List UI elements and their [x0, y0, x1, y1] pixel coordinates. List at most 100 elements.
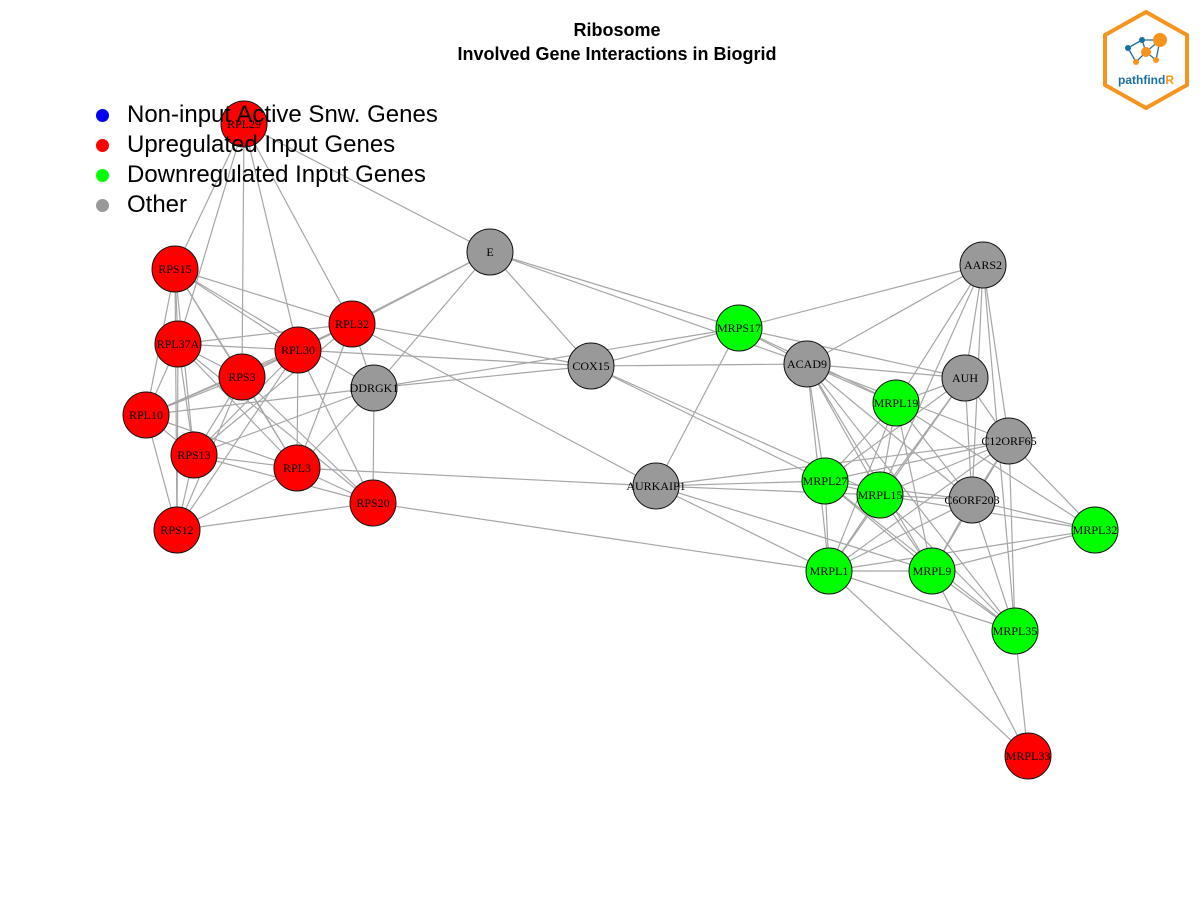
node-circle: [153, 506, 201, 554]
node-rps3: RPS3: [218, 353, 266, 401]
pathfindr-logo: pathfindR: [1103, 10, 1189, 110]
node-label: RPL30: [281, 343, 315, 357]
edge-e-acad9: [489, 251, 808, 365]
node-mrpl1: MRPL1: [805, 547, 853, 595]
node-circle: [151, 245, 199, 293]
node-circle: [122, 391, 170, 439]
node-mrpl19: MRPL19: [872, 379, 920, 427]
edge-e-cox15: [489, 251, 592, 367]
edge-rpl37a-rps12: [176, 343, 179, 531]
node-c12orf65: C12ORF65: [981, 417, 1037, 465]
node-label: MRPL35: [993, 624, 1038, 638]
node-circle: [328, 300, 376, 348]
node-mrps17: MRPS17: [715, 304, 763, 352]
node-label: RPS13: [177, 448, 210, 462]
node-label: AURKAIP1: [626, 479, 685, 493]
edge-mrpl1-mrpl32: [828, 529, 1096, 572]
edge-rpl29-rpl32: [243, 123, 353, 325]
edge-acad9-mrpl9: [806, 363, 933, 572]
node-rps13: RPS13: [170, 431, 218, 479]
node-label: AUH: [952, 371, 978, 385]
node-label: RPS20: [356, 496, 389, 510]
edge-aars2-c12orf65: [982, 264, 1010, 442]
edge-rpl29-rps15: [174, 123, 245, 270]
node-label: RPL3: [283, 461, 311, 475]
node-circle: [274, 326, 322, 374]
edge-rps20-mrpl1: [372, 502, 830, 572]
node-circle: [349, 479, 397, 527]
edge-acad9-aars2: [806, 264, 984, 365]
node-auh: AUH: [941, 354, 989, 402]
node-circle: [991, 607, 1039, 655]
node-mrpl15: MRPL15: [856, 471, 904, 519]
edge-cox15-mrps17: [590, 327, 740, 367]
edge-auh-mrpl1: [828, 377, 966, 572]
edge-cox15-acad9: [590, 363, 808, 367]
node-label: MRPL33: [1006, 749, 1051, 763]
node-circle: [1004, 732, 1052, 780]
node-label: MRPL32: [1073, 523, 1118, 537]
legend-dot-red: [96, 138, 109, 152]
edge-acad9-c6orf203: [806, 363, 973, 501]
edge-aars2-mrpl19: [895, 264, 984, 404]
node-circle: [941, 354, 989, 402]
node-cox15: COX15: [567, 342, 615, 390]
edge-acad9-auh: [806, 363, 966, 379]
edge-rps15-ddrgk1: [174, 268, 375, 389]
node-label: ACAD9: [787, 357, 827, 371]
logo-hexagon: [1103, 10, 1189, 110]
node-rpl29: RPL29: [220, 100, 268, 148]
edge-rpl37a-rpl32: [177, 323, 353, 345]
legend-dot-gray: [96, 198, 109, 212]
node-circle: [170, 431, 218, 479]
edge-mrpl9-mrpl32: [931, 529, 1096, 572]
edge-aurkaip1-mrpl1: [655, 485, 830, 572]
edge-aurkaip1-mrps17: [655, 327, 740, 487]
edge-rps20-rps12: [176, 502, 374, 531]
edge-mrpl1-mrpl35: [828, 570, 1016, 632]
node-rpl3: RPL3: [273, 444, 321, 492]
chart-title: Ribosome: [573, 20, 661, 40]
legend-label: Other: [127, 191, 188, 218]
edge-aurkaip1-mrpl27: [655, 480, 826, 487]
node-label: C12ORF65: [981, 434, 1036, 448]
edge-e-rpl30: [297, 251, 491, 351]
edge-ddrgk1-cox15: [373, 365, 592, 389]
node-rps15: RPS15: [151, 245, 199, 293]
edge-acad9-mrpl35: [806, 363, 1016, 632]
edge-c12orf65-mrpl1: [828, 440, 1010, 572]
node-circle: [1071, 506, 1119, 554]
edge-rpl29-rpl30: [243, 123, 299, 351]
node-circle: [856, 471, 904, 519]
node-rps20: RPS20: [349, 479, 397, 527]
node-mrpl32: MRPL32: [1071, 506, 1119, 554]
node-mrpl33: MRPL33: [1004, 732, 1052, 780]
edge-rpl30-rps12: [176, 349, 299, 531]
legend-label: Non-input Active Snw. Genes: [127, 101, 438, 128]
edge-rpl30-rps20: [297, 349, 374, 504]
node-label: E: [486, 245, 493, 259]
edge-rpl32-aurkaip1: [351, 323, 657, 487]
edge-aars2-mrpl15: [879, 264, 984, 496]
legend-dot-blue: [96, 108, 109, 122]
node-label: MRPL15: [858, 488, 903, 502]
node-circle: [801, 457, 849, 505]
node-circle: [350, 364, 398, 412]
node-layer: RPL29 RPS15 RPL37A RPS3 RPL30 RPL32 RPL10 RPS13…: [122, 100, 1119, 780]
node-label: RPL29: [227, 117, 261, 131]
legend-label: Upregulated Input Genes: [127, 131, 396, 158]
edge-ddrgk1-mrps17: [373, 327, 740, 389]
edge-c6orf203-mrpl1: [828, 499, 973, 572]
legend-item-non-input: Non-input Active Snw. Genes: [96, 100, 438, 130]
node-label: MRPL1: [810, 564, 849, 578]
node-label: RPS15: [158, 262, 191, 276]
legend-label: Downregulated Input Genes: [127, 161, 426, 188]
node-label: RPS3: [228, 370, 255, 384]
node-circle: [959, 241, 1007, 289]
node-label: MRPL9: [913, 564, 952, 578]
node-rpl30: RPL30: [274, 326, 322, 374]
edge-mrps17-aars2: [738, 264, 984, 329]
logo-text-main: pathfind: [1118, 73, 1165, 87]
edge-rpl29-e: [243, 123, 491, 253]
node-label: RPL37A: [157, 337, 200, 351]
